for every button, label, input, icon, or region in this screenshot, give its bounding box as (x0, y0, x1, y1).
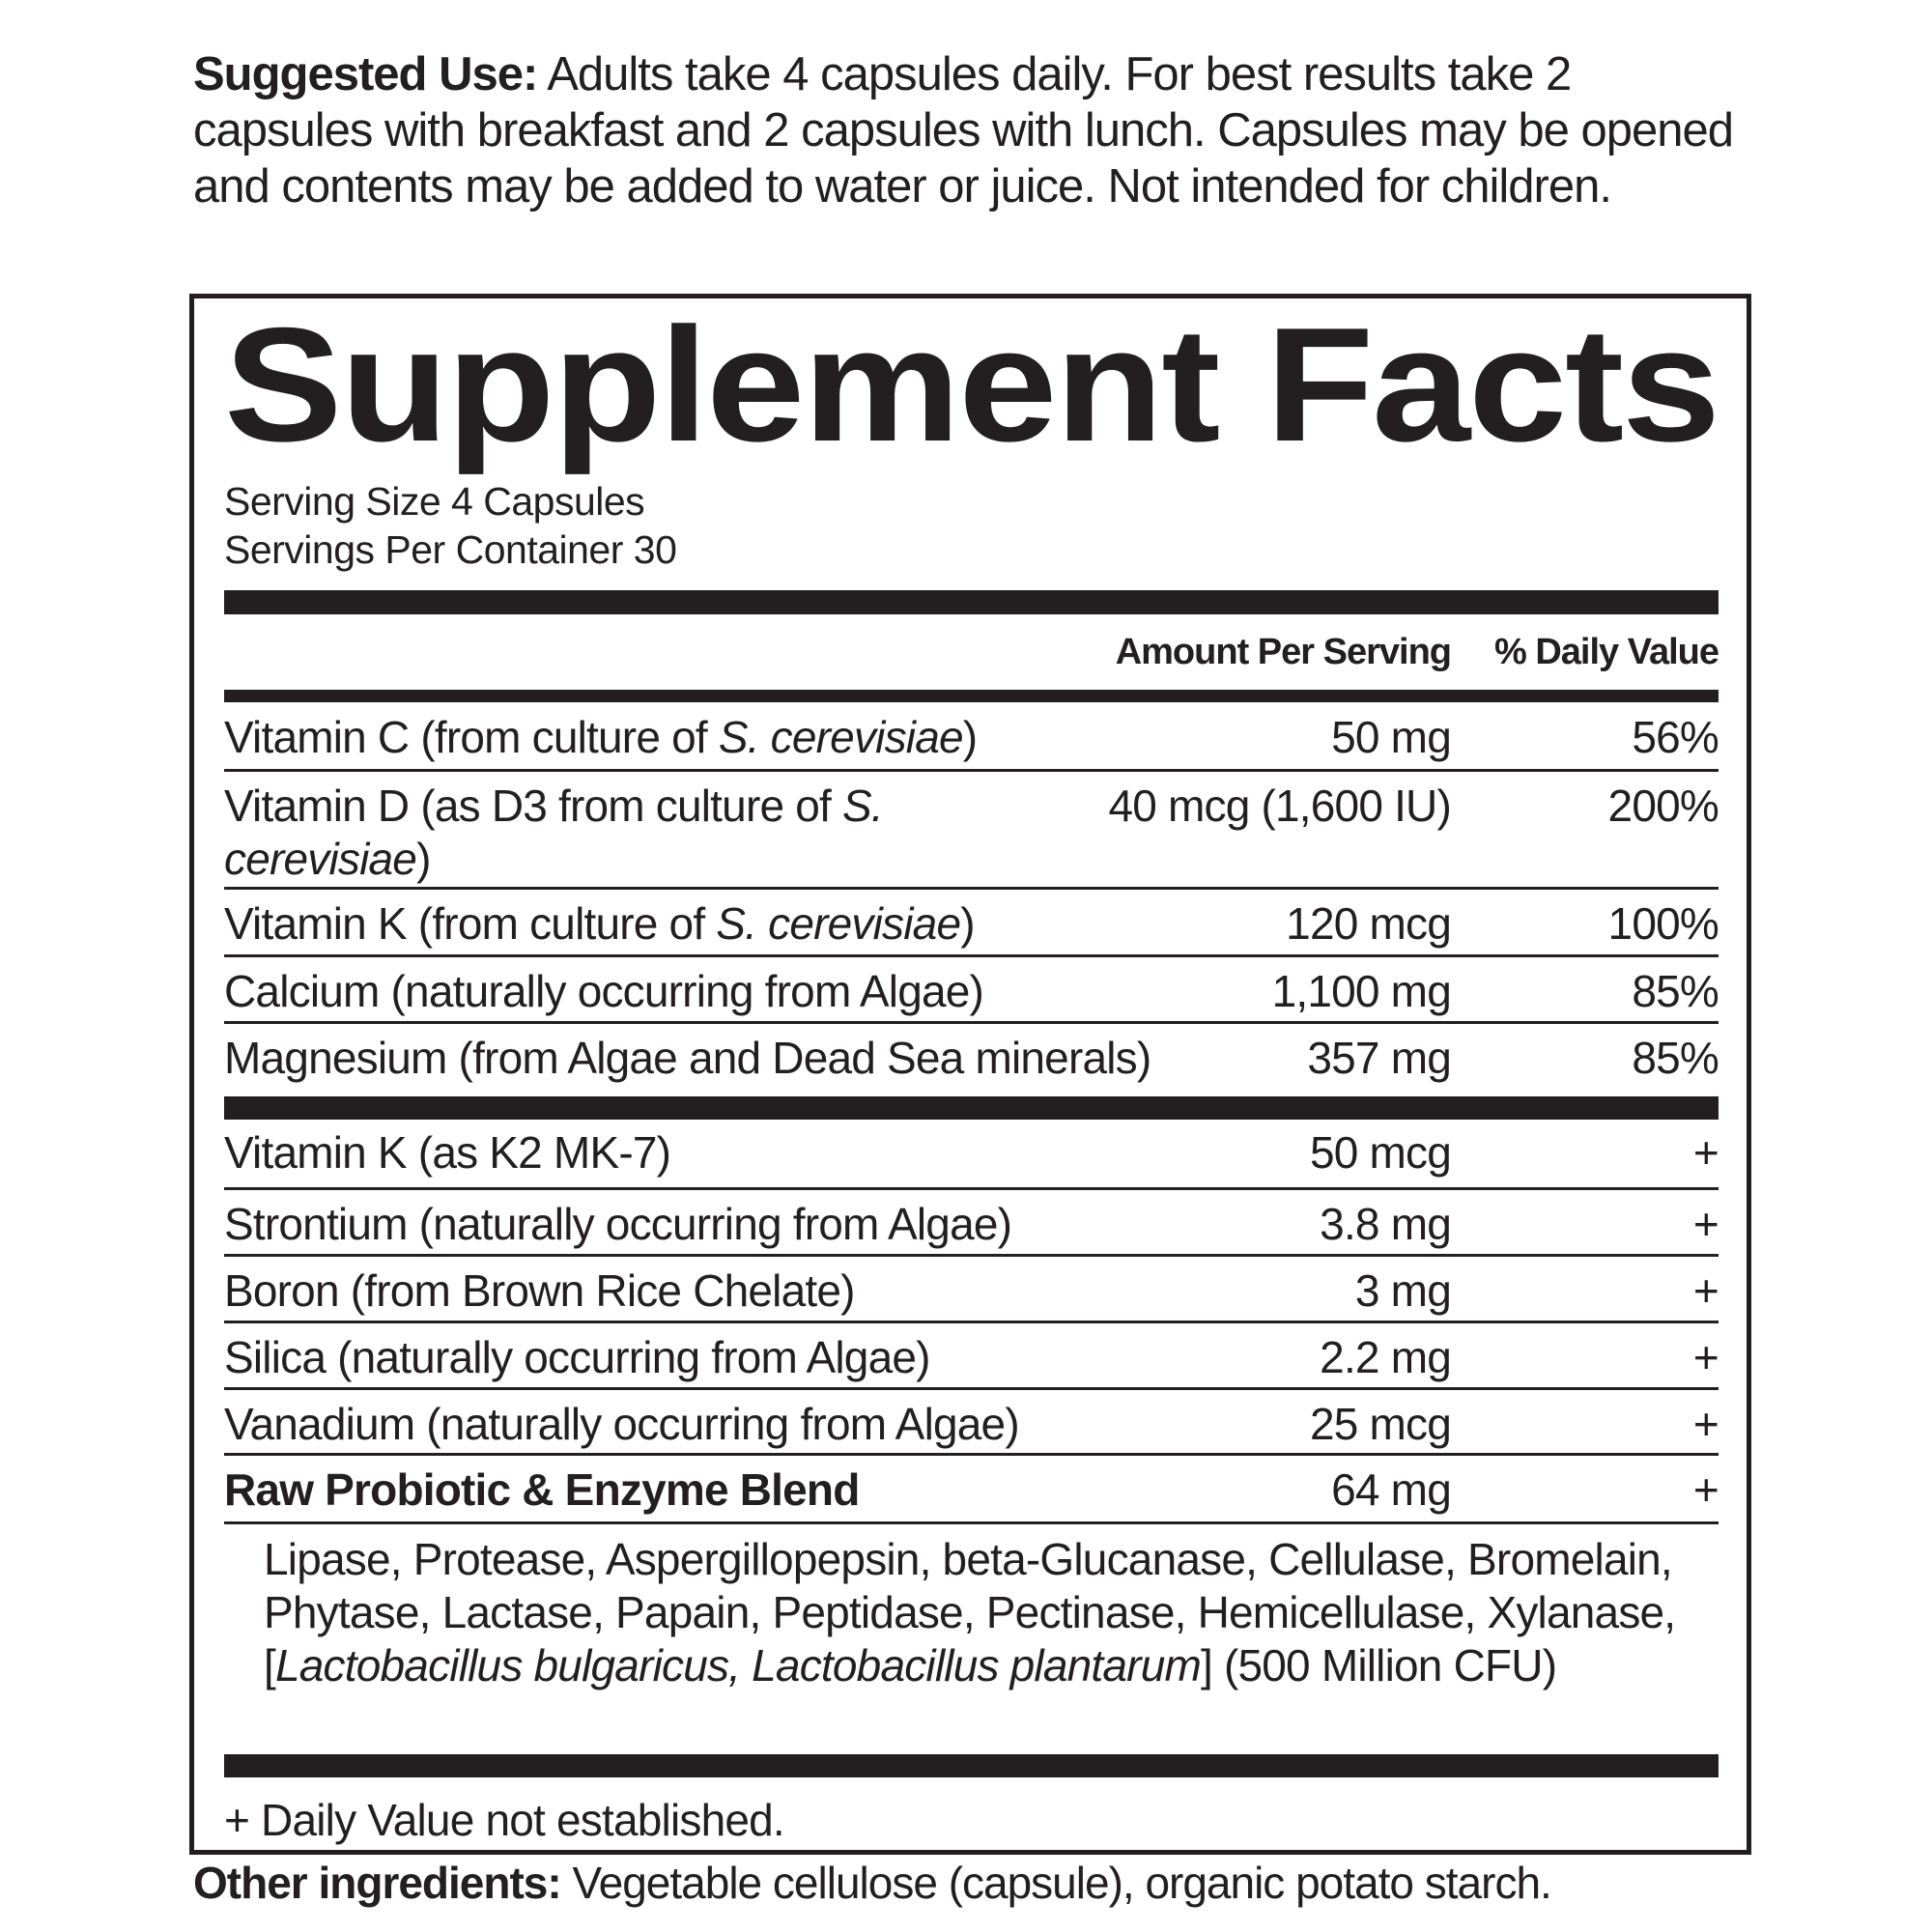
nutrient-group-others: Vitamin K (as K2 MK-7) 50 mcg + Strontium (… (224, 1119, 1719, 1524)
nutrient-row: Boron (from Brown Rice Chelate) 3 mg + (224, 1257, 1719, 1323)
suggested-use: Suggested Use: Adults take 4 capsules da… (193, 46, 1739, 214)
nutrient-daily-value: 85% (1632, 1033, 1719, 1083)
nutrient-amount: 64 mg (1331, 1464, 1452, 1515)
supplement-facts-panel: Supplement Facts Serving Size 4 Capsules… (189, 294, 1751, 1855)
nutrient-row: Raw Probiotic & Enzyme Blend 64 mg + (224, 1456, 1719, 1524)
thick-divider (224, 1754, 1719, 1777)
thick-divider (224, 590, 1719, 614)
blend-text: Lipase, Protease, Aspergillopepsin, beta… (264, 1534, 1676, 1690)
nutrient-daily-value: + (1692, 1464, 1719, 1515)
nutrient-name: Vitamin K (from culture of S. cerevisiae… (224, 898, 976, 949)
serving-size: Serving Size 4 Capsules (224, 479, 645, 524)
nutrient-name: Vitamin K (as K2 MK-7) (224, 1127, 671, 1178)
medium-divider (224, 690, 1719, 702)
blend-italic: Lactobacillus bulgaricus, Lactobacillus … (274, 1640, 1202, 1690)
nutrient-name: Vanadium (naturally occurring from Algae… (224, 1399, 1020, 1449)
nutrient-row: Vitamin K (as K2 MK-7) 50 mcg + (224, 1119, 1719, 1190)
thick-divider (224, 1096, 1719, 1120)
nutrient-group-vitamins: Vitamin C (from culture of S. cerevisiae… (224, 703, 1719, 1097)
nutrient-amount: 40 mcg (1,600 IU) (1108, 781, 1451, 831)
nutrient-name: Boron (from Brown Rice Chelate) (224, 1265, 855, 1316)
nutrient-row: Vitamin C (from culture of S. cerevisiae… (224, 703, 1719, 772)
nutrient-amount: 3 mg (1354, 1265, 1452, 1316)
nutrient-name: Silica (naturally occurring from Algae) (224, 1332, 930, 1382)
nutrient-amount: 120 mcg (1286, 898, 1452, 949)
header-daily-value: % Daily Value (1493, 632, 1719, 672)
nutrient-amount: 50 mcg (1309, 1127, 1452, 1178)
nutrient-amount: 3.8 mg (1320, 1199, 1452, 1249)
nutrient-daily-value: + (1692, 1127, 1719, 1178)
blend-end: ] (500 Million CFU) (1201, 1640, 1557, 1690)
other-ingredients-text: Vegetable cellulose (capsule), organic p… (560, 1858, 1551, 1908)
nutrient-name: Vitamin C (from culture of S. cerevisiae… (224, 712, 978, 762)
nutrient-amount: 1,100 mg (1271, 966, 1452, 1016)
header-amount: Amount Per Serving (1115, 632, 1452, 672)
nutrient-name: Vitamin D (as D3 from culture of S. cere… (224, 781, 884, 884)
other-ingredients-label: Other ingredients: (193, 1858, 562, 1908)
nutrient-daily-value: + (1692, 1399, 1719, 1449)
nutrient-daily-value: 100% (1607, 898, 1719, 949)
nutrient-daily-value: 85% (1632, 966, 1719, 1016)
nutrient-row: Magnesium (from Algae and Dead Sea miner… (224, 1024, 1719, 1097)
nutrient-daily-value: 200% (1607, 781, 1719, 831)
column-header: Amount Per Serving % Daily Value (224, 632, 1719, 672)
nutrient-row: Vitamin D (as D3 from culture of S. cere… (224, 772, 1719, 890)
blend-ingredients: Lipase, Protease, Aspergillopepsin, beta… (264, 1533, 1713, 1692)
nutrient-row: Calcium (naturally occurring from Algae)… (224, 957, 1719, 1024)
nutrient-name: Strontium (naturally occurring from Alga… (224, 1199, 1012, 1249)
nutrient-name: Calcium (naturally occurring from Algae) (224, 966, 984, 1016)
nutrient-daily-value: + (1692, 1265, 1719, 1316)
nutrient-amount: 357 mg (1307, 1033, 1451, 1083)
panel-title: Supplement Facts (224, 294, 1720, 475)
nutrient-daily-value: + (1692, 1332, 1719, 1382)
nutrient-daily-value: + (1692, 1199, 1719, 1249)
serving-info: Serving Size 4 Capsules Servings Per Con… (224, 477, 1719, 574)
footnote: + Daily Value not established. (224, 1795, 785, 1845)
suggested-use-label: Suggested Use: (193, 48, 538, 100)
other-ingredients: Other ingredients: Vegetable cellulose (… (193, 1857, 1552, 1909)
nutrient-row: Vanadium (naturally occurring from Algae… (224, 1390, 1719, 1456)
suggested-use-text: Adults take 4 capsules daily. For best r… (193, 48, 1734, 213)
nutrient-row: Strontium (naturally occurring from Alga… (224, 1190, 1719, 1257)
nutrient-amount: 50 mg (1331, 712, 1452, 762)
nutrient-daily-value: 56% (1632, 712, 1719, 762)
nutrient-name: Raw Probiotic & Enzyme Blend (224, 1464, 860, 1515)
nutrient-row: Vitamin K (from culture of S. cerevisiae… (224, 890, 1719, 957)
nutrient-amount: 25 mcg (1309, 1399, 1452, 1449)
nutrient-amount: 2.2 mg (1320, 1332, 1452, 1382)
nutrient-row: Silica (naturally occurring from Algae) 2… (224, 1323, 1719, 1390)
nutrient-name: Magnesium (from Algae and Dead Sea miner… (224, 1033, 1151, 1083)
servings-per-container: Servings Per Container 30 (224, 527, 677, 572)
